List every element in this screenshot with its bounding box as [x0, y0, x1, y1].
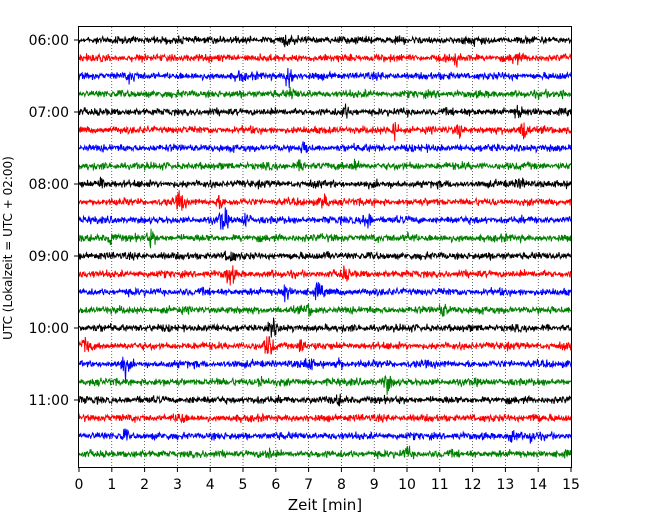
seismogram-trace [78, 141, 572, 154]
trace-group [78, 34, 572, 460]
y-tick-label: 09:00 [29, 249, 69, 265]
x-tick-label: 9 [370, 477, 379, 493]
seismogram-trace [78, 207, 572, 230]
x-tick-label: 4 [206, 477, 215, 493]
x-tick-label: 11 [431, 477, 449, 493]
x-tick-label: 7 [304, 477, 313, 493]
seismogram-trace [78, 374, 572, 395]
seismogram-trace [78, 228, 572, 249]
x-tick-label: 13 [496, 477, 514, 493]
y-tick-label: 08:00 [29, 177, 69, 193]
seismogram-trace [78, 303, 572, 318]
x-tick-label: 8 [337, 477, 346, 493]
x-tick-label: 0 [75, 477, 84, 493]
seismogram-trace [78, 317, 572, 338]
seismogram-trace [78, 103, 572, 119]
seismogram-trace [78, 67, 572, 88]
x-tick-label: 3 [173, 477, 182, 493]
x-tick-label: 6 [271, 477, 280, 493]
seismogram-trace [78, 336, 572, 355]
seismogram-trace [78, 412, 572, 424]
y-tick-label: 07:00 [29, 105, 69, 121]
x-tick-label: 2 [140, 477, 149, 493]
vertical-grid [111, 27, 539, 467]
seismogram-trace [78, 428, 572, 444]
seismogram-trace [78, 158, 572, 172]
seismogram-trace [78, 281, 572, 303]
seismogram-trace [78, 86, 572, 100]
x-tick-label: 12 [464, 477, 482, 493]
seismogram-trace [78, 356, 572, 382]
seismogram-trace [78, 265, 572, 286]
y-axis-ticks: 06:00 07:00 08:00 09:00 10:00 11:00 [29, 33, 79, 409]
x-tick-label: 1 [107, 477, 116, 493]
y-axis-label: UTC (Lokalzeit = UTC + 02:00) [1, 156, 15, 340]
x-tick-label: 10 [398, 477, 416, 493]
seismogram-trace [78, 393, 572, 407]
y-tick-label: 06:00 [29, 33, 69, 49]
x-axis-label: Zeit [min] [288, 496, 362, 514]
x-tick-label: 15 [562, 477, 580, 493]
x-tick-label: 5 [239, 477, 248, 493]
x-tick-label: 14 [529, 477, 547, 493]
seismogram-trace [78, 190, 572, 211]
y-tick-label: 11:00 [29, 393, 69, 409]
seismogram-trace [78, 52, 572, 68]
x-axis-ticks: 0 1 2 3 4 5 6 7 8 9 10 11 12 13 14 15 [75, 467, 580, 493]
plot-frame [78, 26, 572, 468]
seismogram-trace [78, 176, 572, 190]
seismogram-trace [78, 445, 572, 460]
seismogram-trace [78, 250, 572, 262]
seismogram-trace [78, 34, 572, 48]
seismogram-trace [78, 122, 572, 142]
y-tick-label: 10:00 [29, 321, 69, 337]
